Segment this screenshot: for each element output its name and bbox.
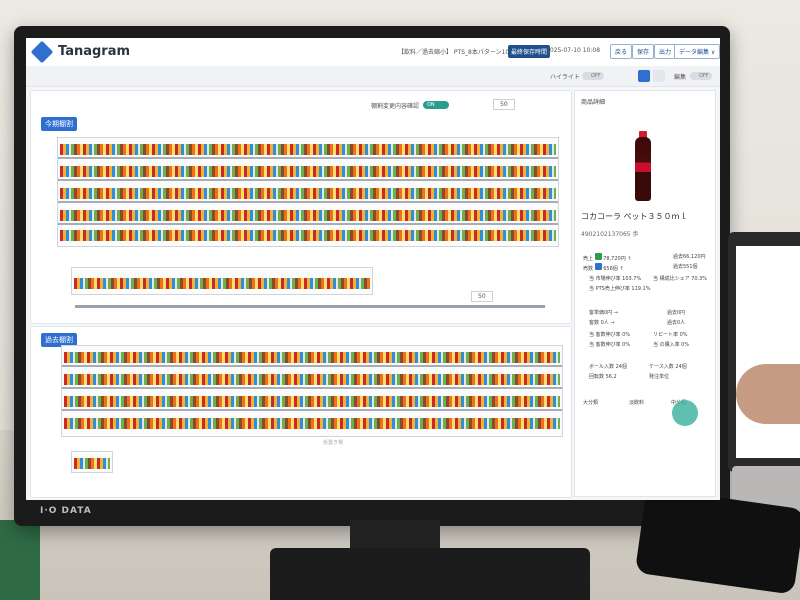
breadcrumb: 【飲料／過去縮小】 PTS_8本パターン10 xyxy=(398,49,510,56)
product-jan-code: 4902102137065 歩 xyxy=(581,231,639,238)
laptop-screen xyxy=(736,246,800,458)
qty-tag-icon xyxy=(594,263,602,270)
order-unit: 発注単位 xyxy=(649,374,670,380)
turnover: 回転数 56.2 xyxy=(589,374,617,380)
pts-growth: 当 PTS売上伸び率 119.1% xyxy=(589,286,651,292)
shelf-row-products[interactable] xyxy=(60,166,556,177)
floating-action-button[interactable] xyxy=(672,400,698,426)
desk-object xyxy=(0,520,40,600)
category-drink-tab[interactable]: 淡飲料 xyxy=(629,400,645,406)
data-edit-button[interactable]: データ編集 ∨ xyxy=(674,44,720,59)
back-button[interactable]: 戻る xyxy=(610,44,633,59)
list-view-icon[interactable] xyxy=(653,70,665,82)
grid-view-icon[interactable] xyxy=(638,70,650,82)
shelf-base xyxy=(75,305,545,308)
past-zoom-stepper[interactable]: 50 xyxy=(471,291,493,302)
shelf-row-products[interactable] xyxy=(74,458,110,469)
purchase-rate: 当 の購入率 0% xyxy=(653,342,690,348)
shelf-row-products[interactable] xyxy=(64,352,560,363)
sales-past: 過去66,120円 xyxy=(673,254,706,260)
monitor-stand-base xyxy=(270,548,590,600)
unit-price-past: 過去0円 xyxy=(667,310,686,316)
highlight-label: ハイライト xyxy=(550,74,580,81)
shelf-row-products[interactable] xyxy=(60,144,556,155)
top-bar: Tanagram 【飲料／過去縮小】 PTS_8本パターン10 最終保存時間 2… xyxy=(26,38,720,67)
category-large-tab[interactable]: 大分類 xyxy=(583,400,599,406)
sub-bar: ハイライト OFF 編集 OFF xyxy=(26,66,720,87)
current-shelf[interactable] xyxy=(57,137,559,247)
product-detail-panel: 商品詳細 コカコーラ ペット３５０ｍｌ 4902102137065 歩 売上 7… xyxy=(574,90,716,497)
ball-qty: ボール入数 24個 xyxy=(589,364,627,370)
change-confirm-toggle[interactable]: ON xyxy=(423,101,449,109)
qty-past: 過去551個 xyxy=(673,264,698,270)
current-zoom-stepper[interactable]: 50 xyxy=(493,99,515,110)
repeat-rate: リピート率 0% xyxy=(653,332,688,338)
save-button[interactable]: 保存 xyxy=(632,44,655,59)
case-qty: ケース入数 24個 xyxy=(649,364,687,370)
edit-label: 編集 xyxy=(674,74,687,81)
customer-count-past: 過去0人 xyxy=(667,320,686,326)
monitor-brand: I·O DATA xyxy=(40,506,92,516)
staging-area[interactable] xyxy=(71,451,113,473)
app-screen: Tanagram 【飲料／過去縮小】 PTS_8本パターン10 最終保存時間 2… xyxy=(26,38,720,500)
change-confirm-label: 棚割変更内容確認 xyxy=(371,103,420,110)
past-shelf[interactable] xyxy=(61,345,563,437)
qty-row: 売数 656個 ↑ xyxy=(583,263,624,272)
sales-tag-icon xyxy=(594,253,602,260)
past-section-title: 過去棚割 xyxy=(41,333,77,347)
shelf-row-products[interactable] xyxy=(64,374,560,385)
customer-growth-2: 当 客数伸び率 0% xyxy=(589,342,631,348)
shelf-row-products[interactable] xyxy=(74,278,370,289)
saved-timestamp: 2025-07-10 10:08 xyxy=(546,47,601,54)
staging-area-label: 仮置き場 xyxy=(323,440,344,446)
customer-count: 客数 0人 → xyxy=(589,320,615,326)
hand xyxy=(736,364,800,424)
past-planogram-panel: 50 過去棚割 仮置き場 xyxy=(30,291,572,498)
unit-price: 客単価0円 → xyxy=(589,310,618,316)
product-name: コカコーラ ペット３５０ｍｌ xyxy=(581,212,688,221)
app-name: Tanagram xyxy=(58,44,131,59)
shelf-row-products[interactable] xyxy=(60,188,556,199)
bottle-cap-icon xyxy=(639,131,647,138)
last-saved-badge: 最終保存時間 xyxy=(508,45,551,58)
current-section-title: 今期棚割 xyxy=(41,117,77,131)
tanagram-logo-icon xyxy=(30,40,54,64)
sales-row: 売上 78,720円 ↑ xyxy=(583,253,631,262)
share-ratio: 当 構成比シェア 70.3% xyxy=(653,276,708,282)
current-planogram-panel: 棚割変更内容確認 ON 50 今期棚割 xyxy=(30,90,572,324)
detail-panel-title: 商品詳細 xyxy=(581,99,606,106)
shelf-row-products[interactable] xyxy=(64,418,560,429)
edit-toggle[interactable]: OFF xyxy=(690,72,712,80)
shelf-row-products[interactable] xyxy=(60,210,556,221)
market-growth: 当 市場伸び率 103.7% xyxy=(589,276,642,282)
product-bottle-image xyxy=(635,137,651,201)
highlight-toggle[interactable]: OFF xyxy=(582,72,604,80)
current-sub-shelf[interactable] xyxy=(71,267,373,295)
shelf-row-products[interactable] xyxy=(60,230,556,241)
customer-growth: 当 客数伸び率 0% xyxy=(589,332,631,338)
export-button[interactable]: 出力 xyxy=(654,44,677,59)
shelf-row-products[interactable] xyxy=(64,396,560,407)
